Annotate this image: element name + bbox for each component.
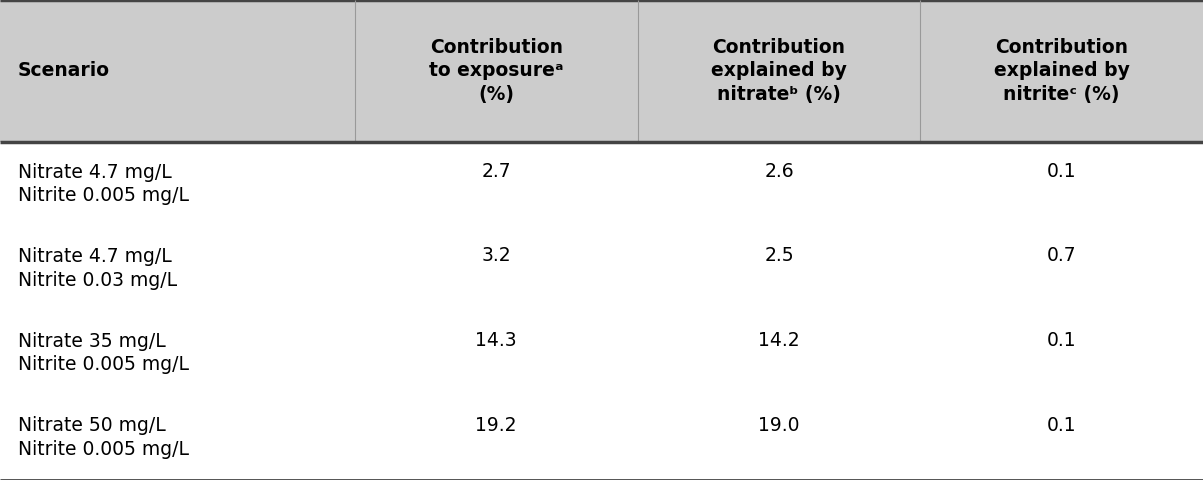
Text: 3.2: 3.2 <box>481 246 511 265</box>
Text: 14.2: 14.2 <box>758 331 800 350</box>
Text: Contribution
explained by
nitrateᵇ (%): Contribution explained by nitrateᵇ (%) <box>711 38 847 104</box>
Text: Scenario: Scenario <box>18 61 109 80</box>
Bar <box>0 396 1203 480</box>
Bar <box>0 0 1203 142</box>
Text: 2.6: 2.6 <box>764 162 794 180</box>
Bar <box>0 311 1203 396</box>
Text: Nitrate 4.7 mg/L
Nitrite 0.005 mg/L: Nitrate 4.7 mg/L Nitrite 0.005 mg/L <box>18 163 189 205</box>
Text: 0.1: 0.1 <box>1047 416 1077 434</box>
Text: 2.7: 2.7 <box>481 162 511 180</box>
Text: 19.2: 19.2 <box>475 416 517 434</box>
Text: 14.3: 14.3 <box>475 331 517 350</box>
Text: 19.0: 19.0 <box>758 416 800 434</box>
Bar <box>0 226 1203 311</box>
Text: Contribution
explained by
nitriteᶜ (%): Contribution explained by nitriteᶜ (%) <box>994 38 1130 104</box>
Text: Nitrate 50 mg/L
Nitrite 0.005 mg/L: Nitrate 50 mg/L Nitrite 0.005 mg/L <box>18 417 189 459</box>
Text: 0.1: 0.1 <box>1047 331 1077 350</box>
Text: Contribution
to exposureᵃ
(%): Contribution to exposureᵃ (%) <box>429 38 563 104</box>
Text: 2.5: 2.5 <box>764 246 794 265</box>
Text: 0.1: 0.1 <box>1047 162 1077 180</box>
Text: Nitrate 4.7 mg/L
Nitrite 0.03 mg/L: Nitrate 4.7 mg/L Nitrite 0.03 mg/L <box>18 247 177 290</box>
Bar <box>0 142 1203 226</box>
Text: Nitrate 35 mg/L
Nitrite 0.005 mg/L: Nitrate 35 mg/L Nitrite 0.005 mg/L <box>18 332 189 374</box>
Text: 0.7: 0.7 <box>1047 246 1077 265</box>
